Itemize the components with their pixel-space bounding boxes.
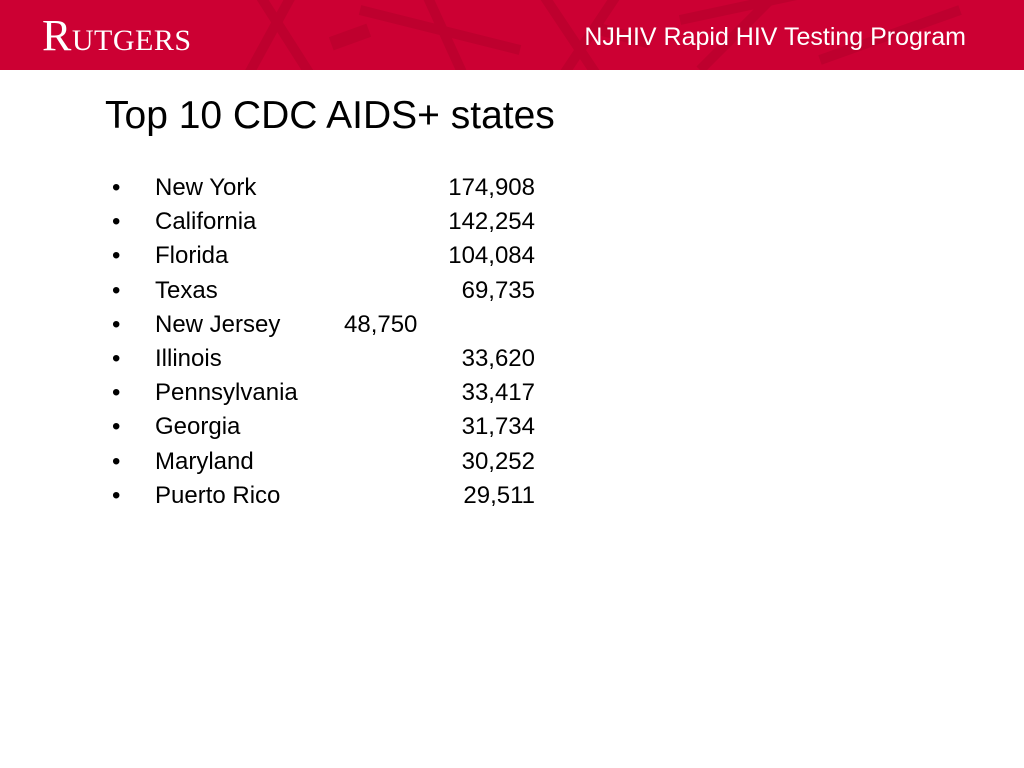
bullet-icon: • [112,208,121,236]
state-value: 69,735 [461,276,535,304]
header-bar: RUTGERS NJHIV Rapid HIV Testing Program [0,0,1024,70]
list-item: • California 142,254 [112,205,552,239]
list-item: • Pennsylvania 33,417 [112,376,552,410]
header-pattern [245,0,962,70]
state-value: 31,734 [461,413,535,441]
bullet-icon: • [112,447,121,475]
state-value: 29,511 [463,481,535,509]
bullet-icon: • [112,310,121,338]
state-value: 33,620 [461,344,535,372]
bullet-icon: • [112,413,121,441]
state-name: California [155,208,257,236]
state-name: Illinois [155,344,222,372]
state-name: Georgia [155,413,241,441]
page-title: Top 10 CDC AIDS+ states [105,94,555,137]
program-title: NJHIV Rapid HIV Testing Program [584,23,966,51]
logo-rest: UTGERS [71,24,192,57]
bullet-icon: • [112,379,121,407]
list-item: • Georgia 31,734 [112,410,552,444]
state-value: 142,254 [448,208,535,236]
state-name: New York [155,174,257,201]
rutgers-logo: RUTGERS [42,10,192,62]
state-name: Texas [155,276,218,304]
state-value: 30,252 [461,447,535,475]
list-item: • Puerto Rico 29,511 [112,479,552,513]
state-value: 104,084 [448,242,535,270]
list-item: • Florida 104,084 [112,239,552,273]
state-name: New Jersey [155,310,281,338]
list-item: • Maryland 30,252 [112,445,552,479]
list-item: • Illinois 33,620 [112,342,552,376]
bullet-icon: • [112,481,121,509]
bullet-icon: • [112,174,121,201]
state-value: 33,417 [461,379,535,407]
list-item: • Texas 69,735 [112,274,552,308]
bullet-icon: • [112,276,121,304]
bullet-icon: • [112,344,121,372]
logo-initial: R [42,11,72,60]
state-value: 48,750 [344,310,418,338]
bullet-icon: • [112,242,121,270]
state-name: Florida [155,242,229,270]
state-name: Puerto Rico [155,481,281,509]
state-name: Pennsylvania [155,379,298,407]
state-name: Maryland [155,447,254,475]
list-item: • New York 174,908 [112,171,552,205]
list-item: • New Jersey 48,750 [112,308,552,342]
state-value: 174,908 [448,174,535,201]
state-list: • New York 174,908 • California 142,254 … [112,171,552,513]
